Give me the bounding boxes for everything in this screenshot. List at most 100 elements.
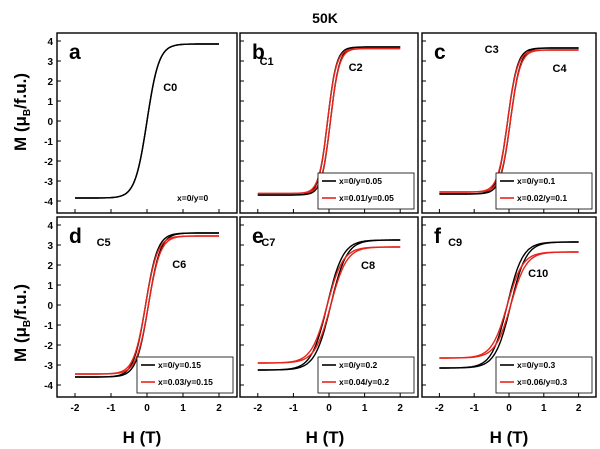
y-tick-label: 4	[47, 37, 53, 48]
curve-annotation: C8	[361, 260, 375, 272]
legend-box	[495, 172, 593, 210]
y-tick-label: 0	[47, 117, 53, 128]
y-tick-label: 1	[47, 97, 53, 108]
curve-annotation: C6	[172, 259, 186, 271]
plot-area	[439, 241, 579, 369]
x-tick-label: -1	[289, 403, 298, 414]
series-line-red-descending	[439, 251, 579, 359]
curve-annotation: C7	[261, 237, 275, 249]
y-tick-label: 2	[47, 261, 53, 272]
x-tick-label: 0	[144, 403, 150, 414]
legend-box	[495, 356, 593, 394]
y-tick-label: -1	[44, 137, 53, 148]
figure-title: 50K	[312, 10, 338, 26]
y-tick-label: -3	[44, 177, 53, 188]
series-line-black-descending	[439, 241, 579, 369]
panel-c: c C3 C4 x=0/y=0.1 x=0.02/y=0.1	[421, 32, 597, 214]
series-line-red-ascending	[75, 235, 219, 375]
x-axis-label-left: H (T)	[123, 428, 162, 447]
panel-a: -4 -3 -2 -1 0 1 2 3 4 a C0 x=0/y=0	[44, 32, 238, 214]
curve-annotation: C9	[448, 237, 462, 249]
x-tick-label: -2	[253, 403, 262, 414]
x-tick-label: -1	[470, 403, 479, 414]
plot-area	[439, 47, 579, 195]
legend-box	[136, 356, 234, 394]
y-tick-label: -2	[44, 157, 53, 168]
y-axis-label-main: M (	[11, 126, 30, 151]
legend-box	[317, 356, 415, 394]
x-tick-label: -2	[435, 403, 444, 414]
panel-f: -2 -1 0 1 2 f C9 C10 x=0/y=0.3 x=0.06/y=0.3	[421, 216, 597, 414]
series-line-black-descending	[75, 43, 219, 199]
legend-label: x=0/y=0.3	[517, 360, 556, 370]
x-tick-label: 2	[397, 403, 403, 414]
series-line-red-descending	[439, 49, 579, 193]
series-line-red-descending	[257, 47, 401, 195]
y-axis-label-sub: B	[22, 109, 33, 116]
plot-area	[75, 43, 219, 199]
series-line-black-descending	[257, 239, 401, 371]
x-axis-label-right: H (T)	[490, 428, 529, 447]
panel-label: a	[69, 41, 81, 64]
curve-annotation: C5	[97, 237, 111, 249]
panel-label: b	[252, 41, 265, 64]
series-line-red-descending	[257, 246, 401, 364]
x-tick-label: -2	[71, 403, 80, 414]
y-tick-label: 4	[47, 221, 53, 232]
x-tick-label: 2	[576, 403, 582, 414]
panel-d: -4 -3 -2 -1 0 1 2 3 4 -2 -1 0 1 2 d C5 C6 x=0/y=0.15 x=0.0…	[44, 216, 238, 414]
y-axis-label-mu: μ	[11, 116, 30, 126]
x-tick-label: 1	[180, 403, 186, 414]
y-tick-label: -2	[44, 341, 53, 352]
series-line-black-ascending	[257, 239, 401, 371]
series-line-black-descending	[75, 232, 219, 378]
y-axis-label-tail: /f.u.)	[11, 284, 30, 320]
y-tick-label: 1	[47, 281, 53, 292]
y-tick-label: 3	[47, 57, 53, 68]
curve-annotation: C10	[528, 268, 548, 280]
y-tick-label: -3	[44, 361, 53, 372]
series-line-red-descending	[75, 235, 219, 375]
x-tick-label: 1	[362, 403, 368, 414]
series-line-red-ascending	[257, 47, 401, 195]
plot-area	[257, 239, 401, 371]
legend-label: x=0/y=0.15	[158, 360, 201, 370]
series-line-red-ascending	[257, 246, 401, 364]
legend-label: x=0.03/y=0.15	[158, 377, 213, 387]
series-line-black-ascending	[439, 241, 579, 369]
curve-annotation: C2	[349, 62, 363, 74]
legend-label: x=0.04/y=0.2	[339, 377, 389, 387]
panel-e: -2 -1 0 1 2 eC7 C8 x=0/y=0.2 x=0.04/y=0.2	[239, 216, 419, 414]
y-axis-label-bottom: M (μB/f.u.)	[11, 284, 33, 362]
legend-label: x=0.02/y=0.1	[517, 193, 567, 203]
legend-label: x=0.01/y=0.05	[339, 193, 394, 203]
curve-annotation: C0	[163, 82, 177, 94]
panel-label: c	[434, 41, 446, 64]
y-tick-label: -1	[44, 321, 53, 332]
y-axis-label-top: M (μB/f.u.)	[11, 73, 33, 151]
y-axis-label-main: M (	[11, 337, 30, 362]
plot-area	[257, 46, 401, 196]
y-axis-label-tail: /f.u.)	[11, 73, 30, 109]
x-tick-label: 2	[216, 403, 222, 414]
panel-label: d	[69, 225, 82, 248]
legend-label: x=0/y=0.1	[517, 176, 556, 186]
y-axis-label-mu: μ	[11, 327, 30, 337]
panel-grid: -4 -3 -2 -1 0 1 2 3 4 a C0 x=0/y=0 bC1 C2 x=0/y=0.05 x=…	[44, 32, 597, 414]
x-tick-label: 0	[506, 403, 512, 414]
y-tick-label: 0	[47, 301, 53, 312]
y-tick-label: -4	[44, 381, 53, 392]
curve-annotation: C1	[260, 56, 274, 68]
legend-box	[317, 172, 415, 210]
curve-annotation: C3	[485, 44, 499, 56]
panel-label: e	[252, 225, 264, 248]
y-axis-label-sub: B	[22, 320, 33, 327]
y-tick-label: -4	[44, 197, 53, 208]
series-line-red-ascending	[439, 251, 579, 359]
panel-label: f	[434, 225, 442, 248]
x-tick-label: 1	[541, 403, 547, 414]
y-tick-label: 2	[47, 77, 53, 88]
x-tick-label: 0	[326, 403, 332, 414]
legend-label: x=0/y=0.2	[339, 360, 378, 370]
